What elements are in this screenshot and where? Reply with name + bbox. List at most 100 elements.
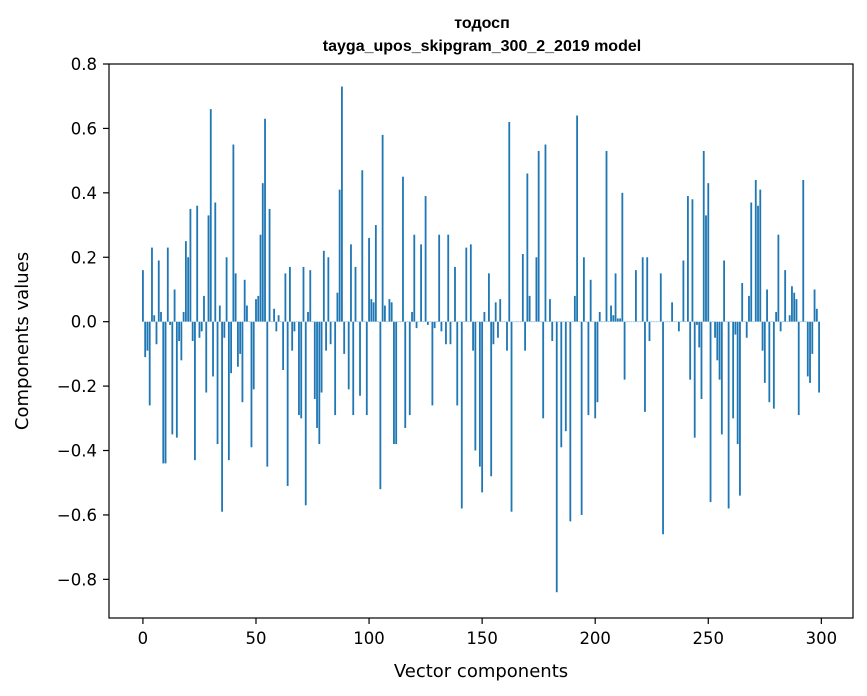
bar-125 <box>424 196 427 322</box>
bar-211 <box>619 318 621 322</box>
bar-268 <box>748 295 750 322</box>
x-tick-label-200: 200 <box>579 629 611 648</box>
bar-292 <box>802 179 805 322</box>
bar-37 <box>225 257 228 322</box>
bar-28 <box>205 321 208 393</box>
bar-72 <box>304 321 307 506</box>
bar-13 <box>171 321 174 435</box>
bar-265 <box>741 283 744 322</box>
bar-111 <box>393 321 395 445</box>
bar-103 <box>374 225 377 322</box>
bar-286 <box>788 315 791 322</box>
chart-subtitle: tayga_upos_skipgram_300_2_2019 model <box>323 38 641 55</box>
bar-274 <box>761 321 764 351</box>
bar-74 <box>309 270 312 322</box>
x-axis: 0 50 100 150 200 250 300 <box>138 618 837 648</box>
bar-96 <box>359 321 361 396</box>
bar-54 <box>264 118 266 322</box>
x-tick-label-50: 50 <box>245 629 266 648</box>
bar-48 <box>250 321 253 448</box>
bar-205 <box>605 150 608 322</box>
y-tick-label-5: 0.2 <box>71 248 97 267</box>
bar-112 <box>395 321 398 445</box>
bar-253 <box>714 321 716 338</box>
bar-40 <box>232 144 235 322</box>
bar-183 <box>555 321 558 593</box>
bar-44 <box>241 321 244 403</box>
bar-139 <box>456 321 459 406</box>
bar-3 <box>148 321 151 406</box>
bar-115 <box>402 176 404 322</box>
bar-55 <box>266 321 269 467</box>
y-tick-label-7: 0.6 <box>71 119 97 138</box>
bar-272 <box>757 205 759 322</box>
bar-197 <box>587 321 590 416</box>
bar-170 <box>526 173 529 322</box>
y-tick-label-4: 0.0 <box>71 313 97 332</box>
bar-276 <box>766 289 768 322</box>
bar-163 <box>510 321 513 512</box>
bar-212 <box>621 192 624 322</box>
bar-53 <box>261 183 264 322</box>
y-axis-label: Components values <box>12 252 33 430</box>
bar-80 <box>322 250 325 322</box>
bar-194 <box>580 321 583 515</box>
bar-21 <box>189 208 192 322</box>
bar-19 <box>184 241 187 322</box>
bar-32 <box>214 202 217 322</box>
bar-64 <box>286 321 289 486</box>
bar-244 <box>693 321 696 438</box>
bar-229 <box>659 273 662 322</box>
bar-146 <box>472 321 474 351</box>
bar-198 <box>589 279 592 322</box>
bar-281 <box>777 234 780 322</box>
bar-294 <box>806 321 809 377</box>
bar-200 <box>594 321 597 419</box>
bar-52 <box>259 234 262 322</box>
bar-56 <box>268 208 271 322</box>
bar-189 <box>569 321 572 522</box>
bar-255 <box>718 321 721 380</box>
bar-65 <box>289 266 291 322</box>
bar-151 <box>483 312 486 322</box>
bar-290 <box>797 321 800 416</box>
bar-27 <box>203 295 205 322</box>
bar-109 <box>388 299 391 322</box>
bar-224 <box>648 321 651 341</box>
bar-128 <box>431 321 434 406</box>
bar-31 <box>212 321 214 377</box>
plot-frame <box>108 63 854 619</box>
bar-155 <box>492 321 495 345</box>
bar-70 <box>300 321 303 419</box>
bar-185 <box>560 321 563 448</box>
bar-123 <box>420 244 422 322</box>
y-tick-label-3: −0.2 <box>57 377 97 396</box>
bar-9 <box>162 321 165 464</box>
bar-247 <box>700 321 703 399</box>
bar-254 <box>716 321 719 361</box>
bar-141 <box>460 321 463 509</box>
bar-82 <box>327 257 330 322</box>
bar-20 <box>187 257 190 322</box>
bar-83 <box>329 321 332 345</box>
bar-158 <box>499 299 502 322</box>
bar-36 <box>223 321 226 338</box>
bar-81 <box>325 321 327 351</box>
bar-102 <box>372 302 375 322</box>
bar-7 <box>157 260 160 322</box>
bar-100 <box>368 237 370 322</box>
bar-41 <box>234 273 237 322</box>
bar-126 <box>426 321 429 325</box>
x-tick-label-250: 250 <box>693 629 725 648</box>
bar-58 <box>273 308 275 322</box>
bar-275 <box>763 321 766 383</box>
bar-180 <box>549 299 551 322</box>
bar-45 <box>243 279 246 322</box>
x-tick-label-150: 150 <box>466 629 498 648</box>
bar-51 <box>257 295 260 322</box>
chart-title: тодосп <box>454 15 509 32</box>
bar-17 <box>180 321 183 361</box>
bar-241 <box>687 196 689 322</box>
bar-99 <box>365 321 368 416</box>
